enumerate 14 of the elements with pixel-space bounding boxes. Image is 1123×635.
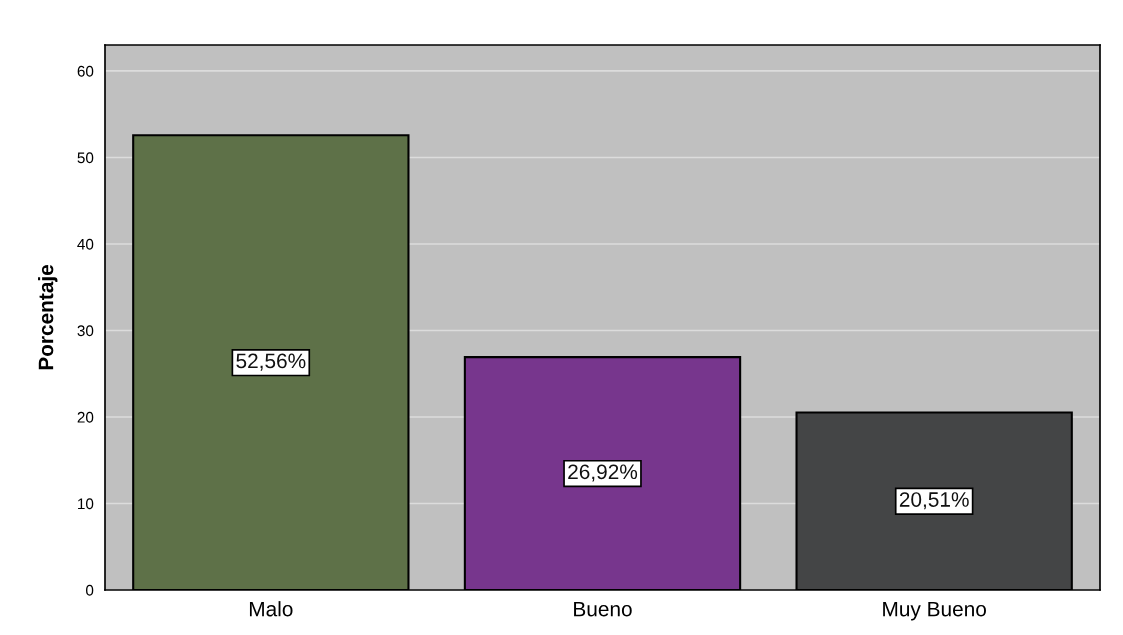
y-tick-label: 20 <box>77 411 94 423</box>
y-tick-label: 50 <box>77 152 94 164</box>
data-label: 26,92% <box>568 464 638 482</box>
x-tick-label: Malo <box>249 601 293 617</box>
x-tick-label: Muy Bueno <box>883 601 986 621</box>
y-tick-label: 60 <box>77 65 94 77</box>
y-tick-label: 30 <box>77 325 94 337</box>
x-tick-label: Bueno <box>574 601 632 617</box>
y-tick-label: 0 <box>85 584 94 596</box>
y-tick-label: 10 <box>78 498 94 510</box>
y-axis-title: Porcentaje <box>38 264 58 370</box>
data-label: 20,51% <box>899 492 969 510</box>
y-tick-label: 40 <box>77 238 94 250</box>
data-label: 52,56% <box>236 353 306 371</box>
